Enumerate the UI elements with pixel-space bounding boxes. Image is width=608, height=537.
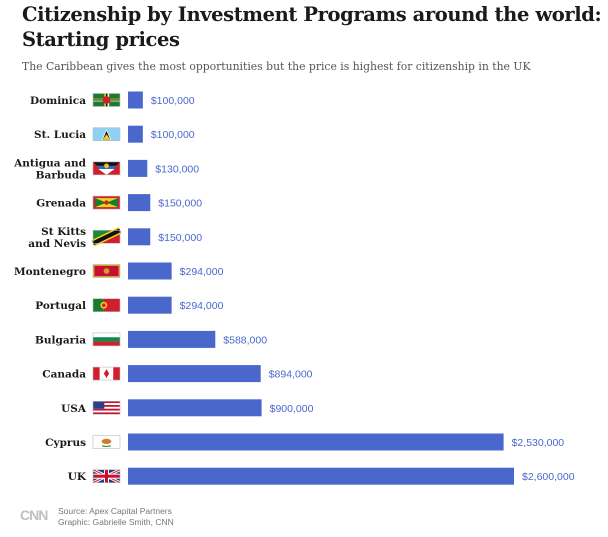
value-label: $2,600,000 xyxy=(522,471,575,483)
cyprus-flag-icon xyxy=(92,435,121,449)
category-label-line: Montenegro xyxy=(14,266,86,278)
category-label-line: Portugal xyxy=(35,300,86,312)
bar-row-dominica: Dominica $100,000 xyxy=(30,91,195,109)
bar-row-st-lucia: St. Lucia $100,000 xyxy=(34,125,195,143)
value-label: $150,000 xyxy=(158,232,202,244)
category-label: Bulgaria xyxy=(35,334,86,346)
value-label: $100,000 xyxy=(151,129,195,141)
category-label: St. Lucia xyxy=(34,129,86,141)
category-label-line: and Nevis xyxy=(28,238,86,250)
canada-flag-icon xyxy=(92,366,121,381)
category-label-line: Dominica xyxy=(30,95,86,107)
bar xyxy=(128,433,504,451)
value-label: $100,000 xyxy=(151,95,195,107)
bar xyxy=(128,467,514,485)
bar-row-cyprus: Cyprus $2,530,000 xyxy=(45,433,565,451)
bar xyxy=(128,125,143,143)
bar-row-st-kitts-and-nevis: St Kitts and Nevis $150,000 xyxy=(28,226,202,250)
bar xyxy=(128,365,261,383)
dominica-flag-icon xyxy=(92,93,121,107)
st-kitts-nevis-flag-icon xyxy=(91,227,122,247)
bar-row-bulgaria: Bulgaria $588,000 xyxy=(35,330,267,348)
bar xyxy=(128,262,172,280)
category-label-line: Antigua and xyxy=(13,157,86,169)
category-label: Portugal xyxy=(35,300,86,312)
bulgaria-flag-icon xyxy=(92,332,121,347)
portugal-flag-icon xyxy=(92,298,121,312)
category-label: Montenegro xyxy=(14,266,86,278)
bar xyxy=(128,399,262,417)
value-label: $588,000 xyxy=(223,334,267,346)
bar-row-portugal: Portugal $294,000 xyxy=(35,296,224,314)
cnn-logo: CNN xyxy=(20,507,48,523)
value-label: $130,000 xyxy=(155,163,199,175)
bar-row-canada: Canada $894,000 xyxy=(42,365,313,383)
category-label: St Kitts and Nevis xyxy=(28,226,86,250)
category-label-line: Barbuda xyxy=(36,169,87,181)
bar xyxy=(128,194,151,212)
category-label: UK xyxy=(68,471,87,483)
value-label: $150,000 xyxy=(158,198,202,210)
value-label: $294,000 xyxy=(180,266,224,278)
category-label-line: Canada xyxy=(42,369,86,381)
category-label: Cyprus xyxy=(45,437,86,449)
category-label: USA xyxy=(61,403,87,415)
bar xyxy=(128,330,216,348)
category-label: Grenada xyxy=(36,198,86,210)
antigua-barbuda-flag-icon xyxy=(92,161,121,176)
chart-subtitle: The Caribbean gives the most opportuniti… xyxy=(22,60,531,73)
value-label: $2,530,000 xyxy=(512,437,565,449)
category-label: Antigua and Barbuda xyxy=(13,157,86,181)
bar xyxy=(128,228,151,246)
category-label-line: Grenada xyxy=(36,198,86,210)
usa-flag-icon xyxy=(92,400,121,415)
bar-row-antigua-and-barbuda: Antigua and Barbuda $130,000 xyxy=(13,157,199,181)
montenegro-flag-icon xyxy=(92,264,121,278)
bar-row-montenegro: Montenegro $294,000 xyxy=(14,262,224,280)
bar-row-uk: UK $2,600,000 xyxy=(68,467,575,485)
category-label-line: UK xyxy=(68,471,87,483)
bar-row-grenada: Grenada $150,000 xyxy=(36,194,202,212)
chart-title: Citizenship by Investment Programs aroun… xyxy=(22,3,602,51)
bar xyxy=(128,91,143,109)
category-label-line: USA xyxy=(61,403,87,415)
value-label: $894,000 xyxy=(269,369,313,381)
bar-chart: Dominica $100,000 St. Lucia $100,000 Antigua… xyxy=(13,91,575,485)
category-label: Dominica xyxy=(30,95,86,107)
value-label: $900,000 xyxy=(270,403,314,415)
category-label-line: Bulgaria xyxy=(35,334,86,346)
st-lucia-flag-icon xyxy=(92,127,121,142)
grenada-flag-icon xyxy=(92,195,121,210)
category-label-line: St Kitts xyxy=(41,226,86,238)
bar-row-usa: USA $900,000 xyxy=(61,399,314,417)
category-label: Canada xyxy=(42,369,86,381)
value-label: $294,000 xyxy=(180,300,224,312)
source-text: Source: Apex Capital Partners xyxy=(58,506,172,516)
bar xyxy=(128,296,172,314)
category-label-line: Cyprus xyxy=(45,437,86,449)
graphic-credit-text: Graphic: Gabrielle Smith, CNN xyxy=(58,517,174,527)
bar xyxy=(128,159,148,177)
uk-flag-icon xyxy=(92,468,121,485)
category-label-line: St. Lucia xyxy=(34,129,86,141)
credits: Source: Apex Capital Partners Graphic: G… xyxy=(58,506,174,528)
